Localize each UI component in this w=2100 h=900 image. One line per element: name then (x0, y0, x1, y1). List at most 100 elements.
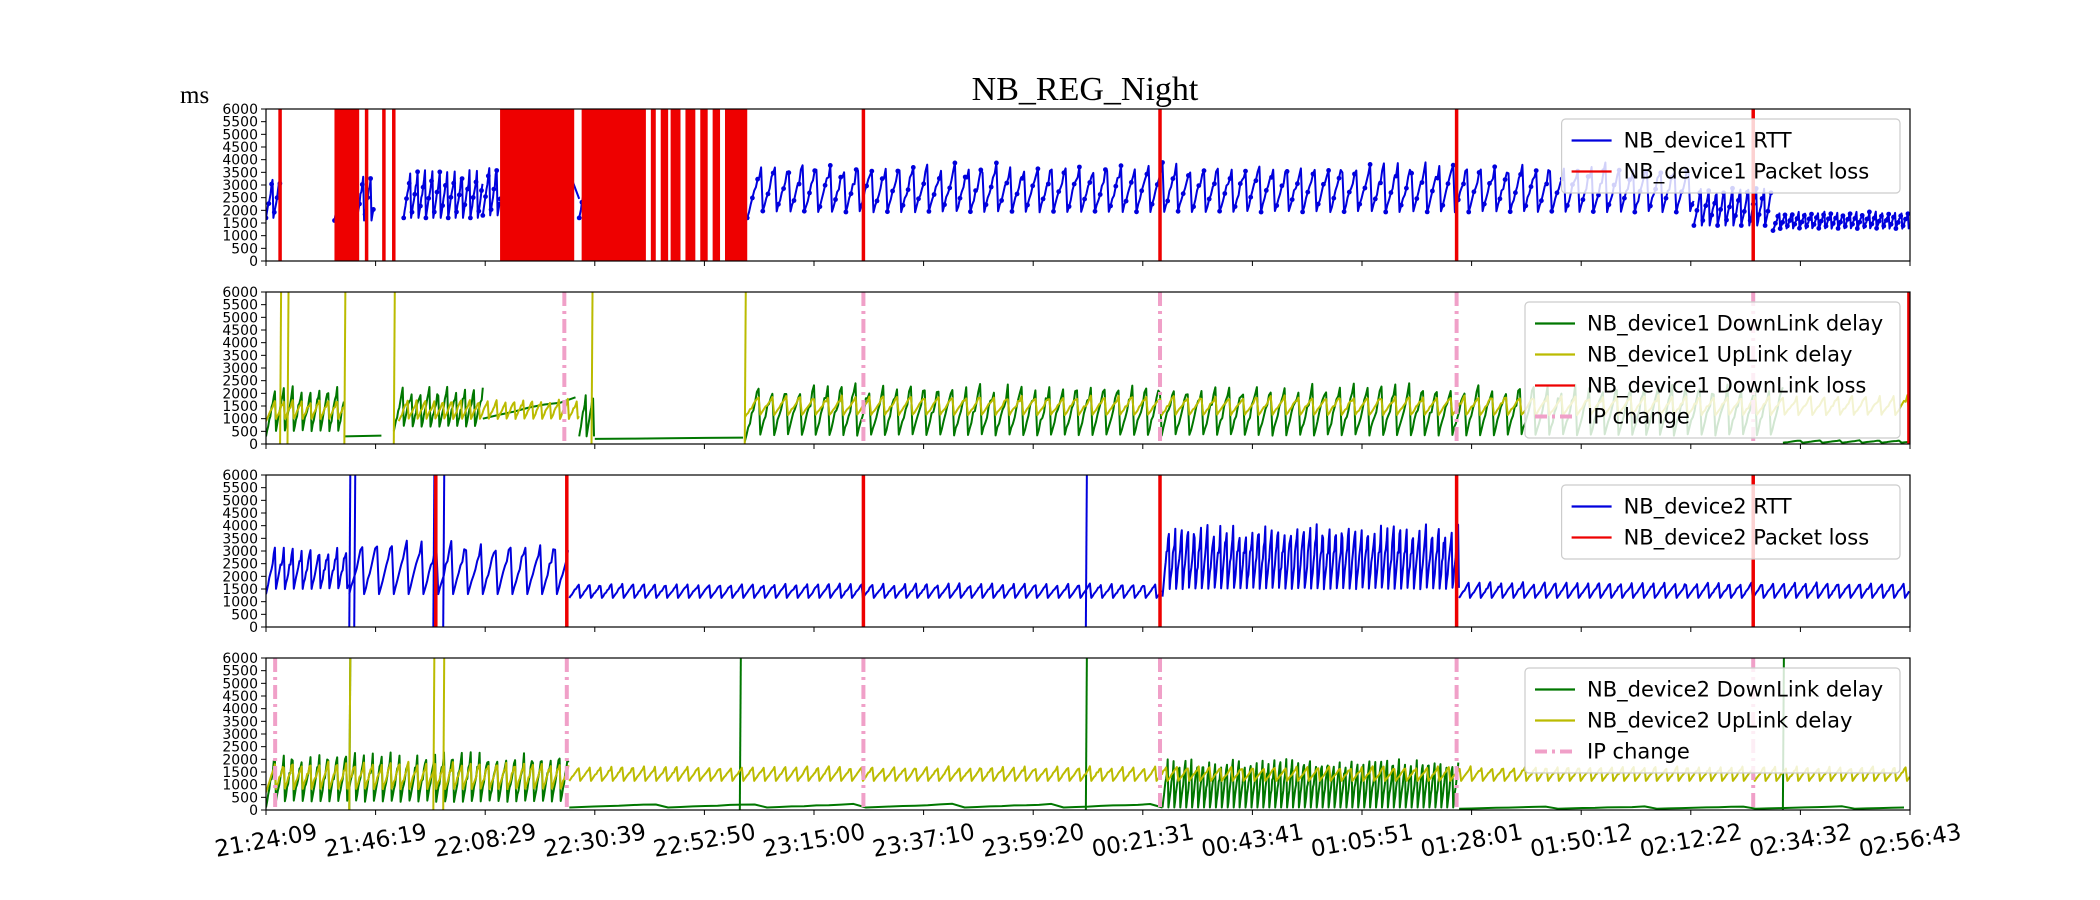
p1-rtt-point (1492, 164, 1498, 170)
p4-downlink-line-1 (569, 802, 1163, 809)
p1-rtt-point (1840, 213, 1846, 219)
p1-rtt-point (1801, 213, 1807, 218)
p1-rtt-point (1809, 211, 1814, 217)
legend-label: NB_device1 DownLink delay (1587, 312, 1883, 337)
x-tick-label: 23:15:00 (761, 819, 867, 863)
p3-rtt-spike-3 (442, 475, 446, 627)
y-tick-label: 3000 (222, 727, 258, 743)
x-tick-label: 02:34:32 (1747, 819, 1853, 863)
p4-downlink-line-3 (1459, 805, 1905, 810)
p1-rtt-point (1289, 197, 1295, 203)
panel-3: 0500100015002000250030003500400045005000… (222, 468, 1911, 636)
p1-rtt-point (765, 191, 771, 197)
x-tick-label: 22:30:39 (542, 819, 648, 863)
p1-rtt-point (1237, 181, 1243, 187)
legend-label: NB_device1 Packet loss (1624, 160, 1870, 185)
p1-rtt-point (1035, 166, 1041, 172)
p1-rtt-point (1087, 180, 1093, 185)
p1-rtt-point (1830, 221, 1836, 226)
p1-rtt-point (1762, 223, 1768, 228)
p1-rtt-point (451, 180, 457, 186)
x-tick-label: 02:56:43 (1857, 819, 1963, 863)
p1-rtt-point (1014, 191, 1020, 197)
y-tick-label: 1500 (222, 765, 258, 781)
p1-rtt-point (1606, 202, 1612, 208)
p1-rtt-point (462, 202, 468, 208)
p1-rtt-point (1564, 203, 1570, 208)
p1-rtt-point (459, 176, 465, 182)
p1-rtt-point (812, 168, 818, 174)
p1-rtt-point (1814, 215, 1819, 221)
p1-rtt-point (869, 168, 875, 174)
p1-rtt-point (1816, 225, 1822, 231)
y-tick-label: 4000 (222, 519, 258, 535)
p1-rtt-point (1759, 196, 1765, 201)
x-tick-label: 01:50:12 (1528, 819, 1634, 863)
y-tick-label: 2000 (222, 203, 258, 219)
p2-uplink-spike-2 (343, 292, 347, 444)
p1-rtt-point (1596, 192, 1601, 198)
p2-uplink-spike-3 (392, 292, 396, 444)
p1-rtt-point (968, 209, 973, 215)
y-tick-label: 5000 (222, 676, 258, 692)
p1-rtt-point (1905, 211, 1910, 217)
p1-rtt-point (1900, 223, 1906, 229)
p1-rtt-point (1789, 212, 1795, 218)
p4-uplink-spike-1 (432, 658, 436, 810)
p1-rtt-point (1770, 228, 1776, 234)
p1-rtt-point (1300, 209, 1305, 215)
p1-rtt-point (1066, 204, 1072, 209)
p1-rtt-point (1554, 190, 1560, 196)
p1-rtt-point (1258, 209, 1264, 215)
p1-loss-band-2 (581, 109, 646, 261)
p1-rtt-point (1528, 184, 1534, 190)
p1-loss-band-0 (334, 109, 360, 261)
p1-rtt-point (445, 215, 451, 221)
p1-rtt-point (431, 209, 437, 215)
p1-rtt-point (473, 179, 479, 185)
y-tick-label: 5500 (222, 298, 258, 314)
p1-rtt-point (1212, 181, 1217, 187)
p1-rtt-point (1648, 203, 1653, 209)
p1-rtt-point (1736, 198, 1741, 203)
y-tick-label: 500 (231, 790, 258, 806)
p1-rtt-point (1279, 183, 1285, 189)
y-tick-label: 0 (249, 803, 258, 819)
p1-rtt-point (1082, 196, 1087, 202)
p1-loss-band-5 (670, 109, 681, 261)
p1-rtt-point (921, 181, 927, 187)
p1-rtt-point (426, 195, 432, 201)
y-tick-label: 3500 (222, 165, 258, 181)
p1-rtt-point (994, 160, 999, 166)
p1-rtt-point (900, 202, 906, 208)
legend-label: NB_device2 DownLink delay (1587, 678, 1883, 703)
y-tick-label: 1000 (222, 229, 258, 245)
p1-rtt-point (1326, 168, 1331, 173)
p1-rtt-point (1144, 171, 1150, 177)
p1-rtt-point (1175, 208, 1181, 214)
p1-rtt-point (1206, 196, 1212, 202)
p1-rtt-point (1876, 218, 1882, 224)
p1-rtt-point (1217, 208, 1222, 214)
p1-rtt-point (1378, 180, 1383, 186)
p1-rtt-point (905, 187, 911, 193)
p1-rtt-point (1797, 225, 1802, 231)
p1-rtt-point (1691, 223, 1697, 228)
p1-rtt-point (926, 209, 932, 214)
p1-rtt-point (750, 195, 755, 201)
p1-rtt-point (770, 170, 776, 176)
p1-rtt-point (1103, 167, 1108, 173)
p4-downlink-spike-2 (1084, 658, 1088, 810)
p1-rtt-point (1539, 198, 1544, 204)
p1-rtt-point (801, 208, 807, 214)
p1-rtt-point (1867, 209, 1872, 215)
y-tick-label: 5500 (222, 664, 258, 680)
p1-rtt-point (895, 168, 901, 174)
p1-rtt-point (1864, 216, 1870, 222)
y-tick-label: 5000 (222, 310, 258, 326)
p1-rtt-point (833, 197, 838, 202)
p1-rtt-point (1780, 219, 1785, 225)
p1-rtt-point (1857, 219, 1863, 225)
p1-rtt-point (1773, 220, 1778, 226)
p1-rtt-point (371, 207, 376, 212)
